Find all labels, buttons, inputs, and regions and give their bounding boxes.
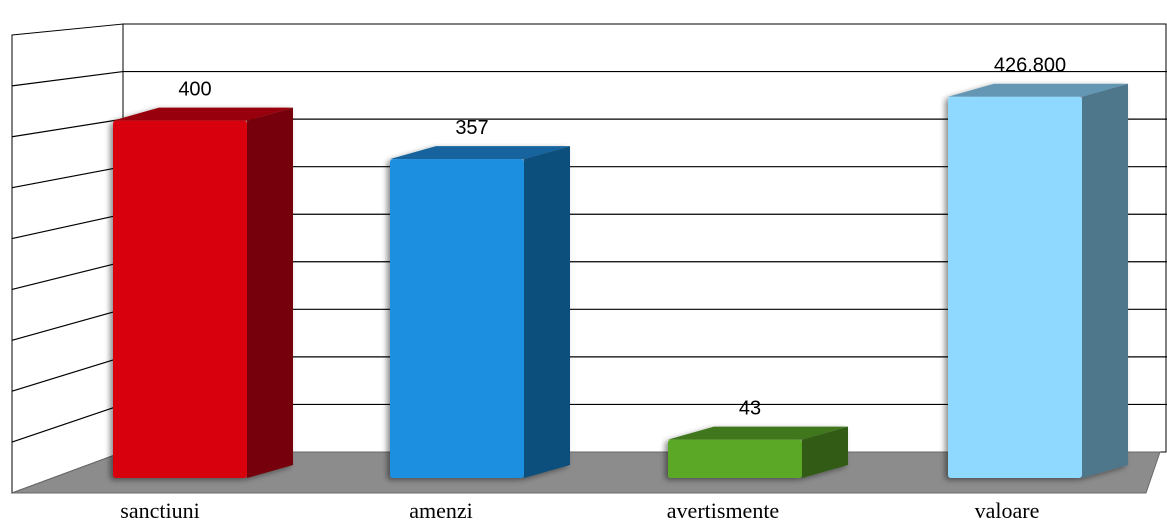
side-gridline [11, 261, 124, 291]
value-label: 43 [739, 398, 761, 420]
side-gridline [11, 166, 124, 189]
side-gridline [11, 213, 124, 240]
category-labels: sanctiuni amenzi avertismente valoare [120, 498, 1039, 523]
bar-top [948, 83, 1128, 97]
bar-side [524, 146, 570, 478]
category-label: valoare [975, 498, 1040, 523]
value-labels: 400 357 43 426.800 [178, 55, 1066, 420]
category-label: amenzi [409, 498, 473, 523]
chart-floor [11, 451, 1161, 494]
side-gridline [11, 403, 124, 443]
side-gridline [11, 308, 124, 341]
value-label: 400 [178, 79, 211, 101]
value-label: 426.800 [994, 55, 1066, 77]
value-label: 357 [455, 117, 488, 139]
bar-top [113, 107, 293, 121]
bar-front [113, 120, 247, 479]
bar-top [668, 426, 848, 440]
bar-top [390, 146, 570, 160]
category-label: sanctiuni [120, 498, 199, 523]
bar-front [390, 159, 524, 478]
bar-front [948, 96, 1082, 478]
bar-sanctiuni [113, 107, 293, 479]
bar-side [247, 107, 293, 479]
bar-avertismente [668, 426, 848, 478]
bar-amenzi [390, 146, 570, 478]
chart-bars [113, 83, 1128, 479]
side-gridline [11, 356, 124, 392]
side-gridline [11, 118, 124, 138]
side-gridline [11, 70, 124, 87]
bar-side [802, 426, 848, 478]
bar-valoare [948, 83, 1128, 478]
bar-front [668, 439, 802, 478]
category-label: avertismente [667, 498, 779, 523]
bar-side [1082, 83, 1128, 478]
